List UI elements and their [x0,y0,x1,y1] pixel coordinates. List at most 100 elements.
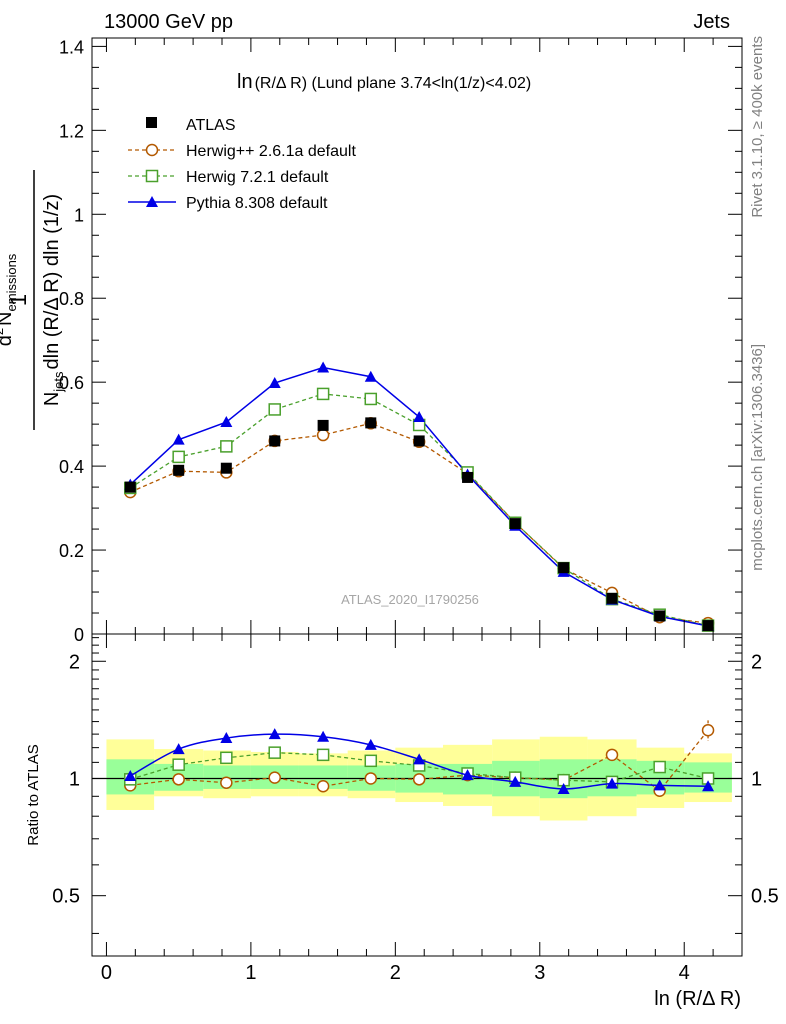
ratio-pythia-8-308-default-point [124,769,137,781]
ratio-herwig-2-6-1a-default-point [220,776,233,790]
top-pythia-8-308-default-point [220,416,233,428]
ratio-herwig-7-2-1-default-point [364,754,378,768]
ylabel-n-jets: N [41,392,63,406]
ratio-pythia-8-308-default-point [653,779,666,791]
top-atlas-point [413,435,425,447]
top-herwig-7-2-1-default-point [220,440,233,453]
analysis-watermark: ATLAS_2020_I1790256 [341,592,479,607]
ylabel-jets-sub: jets [51,371,66,393]
ratio-pythia-8-308-default-point [702,780,715,792]
ylabel-denominator: dln (R/Δ R) dln (1/z) [41,194,63,370]
ratio-pythia-8-308-default-point [413,753,426,765]
ratio-herwig-2-6-1a-default-point [268,771,281,784]
top-atlas-point [269,435,281,447]
top-pythia-8-308-default-point [317,361,330,373]
ratio-herwig-7-2-1-default-point [268,746,281,759]
top-herwig-2-6-1a-default-point [316,428,330,442]
ratio-herwig-2-6-1a-default-point [316,780,330,793]
top-pythia-8-308-default-point [172,433,185,445]
ratio-pythia-8-308-default-point [364,738,377,750]
x-tick-label: 0 [101,962,112,984]
top-atlas-point [220,462,232,474]
ratio-y-tick-label-right: 1 [751,768,762,790]
top-y-tick-label: 1.2 [59,121,84,141]
top-pythia-8-308-default-point [268,377,281,389]
top-atlas-point [365,417,377,429]
legend-pythia-marker [146,196,158,207]
rivet-version-label: Rivet 3.1.10, ≥ 400k events [749,36,766,218]
ratio-panel: 0.5 0.5 1 1 2 2 0 1 2 3 4 Ratio to ATLAS ln (R/Δ R… [25,633,779,1010]
ratio-y-tick-label-right: 2 [751,651,762,673]
ratio-y-tick-label: 1 [69,768,80,790]
main-distribution-panel: 0 0.2 0.4 0.6 0.8 1 1.2 1.4 ln (R/Δ R) (Lund pla… [0,37,743,645]
ylabel-d: d [0,335,16,346]
ratio-pythia-8-308-default-point [461,769,474,781]
top-herwig-7-2-1-default-point [364,392,378,406]
top-y-tick-label: 0.4 [59,457,84,477]
svg-text:d2Nemissions: d2 Nemissions [0,253,19,346]
ratio-herwig-7-2-1-default-point [653,760,666,774]
legend-herwig7-marker [145,169,159,183]
x-axis-label: ln (R/Δ R) [654,988,741,1010]
top-atlas-point [462,471,474,483]
ylabel-emissions-sub: emissions [4,253,19,311]
ylabel-one: 1 [6,294,31,306]
legend-herwigpp-marker [145,143,159,157]
x-tick-label: 2 [390,962,401,984]
legend-pythia-label: Pythia 8.308 default [186,195,328,212]
ratio-pythia-8-308-default-point [220,732,233,744]
top-herwig-7-2-1-default-point [172,450,185,464]
ratio-pythia-8-308-default-point [268,728,281,740]
top-y-tick-label: 0.8 [59,289,84,309]
title-ln: ln [237,71,253,93]
top-herwig-7-2-1-default-point [268,403,281,416]
ratio-y-axis-label: Ratio to ATLAS [25,744,42,845]
x-tick-label: 4 [679,962,690,984]
ylabel-exp: 2 [0,328,6,335]
ratio-herwig-7-2-1-default-point [316,748,330,762]
legend-atlas-marker [146,117,157,128]
top-herwig-7-2-1-default-point [316,387,330,401]
top-atlas-point [173,464,185,476]
top-y-tick-label: 0.6 [59,373,84,393]
legend: ATLAS Herwig++ 2.6.1a default Herwig 7.2… [128,117,356,212]
ratio-band-inner [298,765,348,789]
ratio-herwig-7-2-1-default-point [220,751,233,765]
top-atlas-point [654,610,666,622]
top-atlas-point [317,419,329,431]
ratio-pythia-8-308-default-point [557,782,570,794]
ratio-herwig-2-6-1a-default-point [172,773,185,786]
ratio-frame [91,633,743,957]
ratio-herwig-2-6-1a-default-point [412,773,426,786]
mcplots-label: mcplots.cern.ch [arXiv:1306.3436] [749,344,766,571]
ratio-herwig-2-6-1a-default-point [605,748,619,762]
top-y-tick-label: 1 [74,205,84,225]
ratio-herwig-7-2-1-default-point [172,758,185,771]
top-atlas-point [124,481,136,493]
top-y-tick-label: 0.2 [59,541,84,561]
top-y-tick-label: 0 [74,625,84,645]
x-tick-label: 1 [245,962,256,984]
ratio-pythia-8-308-default-point [509,775,522,787]
legend-herwigpp-label: Herwig++ 2.6.1a default [186,143,356,160]
svg-text:Njetsdln (R/Δ R) dln (1/z): Njetsdln (R/Δ R) dln (1/z) [41,194,66,406]
ratio-pythia-8-308-default-point [317,730,330,742]
ratio-herwig-2-6-1a-default-point [701,724,715,737]
header-jets-label: Jets [693,11,730,33]
top-atlas-point [702,620,714,632]
header-energy-label: 13000 GeV pp [104,11,233,33]
top-y-axis-label: 1 d2 Nemissions Njetsdln (R/Δ R) dln (1/z… [0,170,66,430]
top-atlas-point [606,592,618,604]
ylabel-n-emissions: N [0,311,16,325]
ratio-y-tick-label: 0.5 [52,886,80,908]
ratio-y-tick-label: 2 [69,651,80,673]
ratio-pythia-8-308-default-point [172,743,185,755]
top-y-tick-label: 1.4 [59,37,84,57]
top-pythia-8-308-default-point [364,370,377,382]
ratio-herwig-2-6-1a-default-point [364,772,378,785]
top-pythia-8-308-default-line [129,366,709,627]
legend-herwig7-label: Herwig 7.2.1 default [186,169,329,186]
x-tick-label: 3 [534,962,545,984]
top-atlas-point [558,562,570,574]
